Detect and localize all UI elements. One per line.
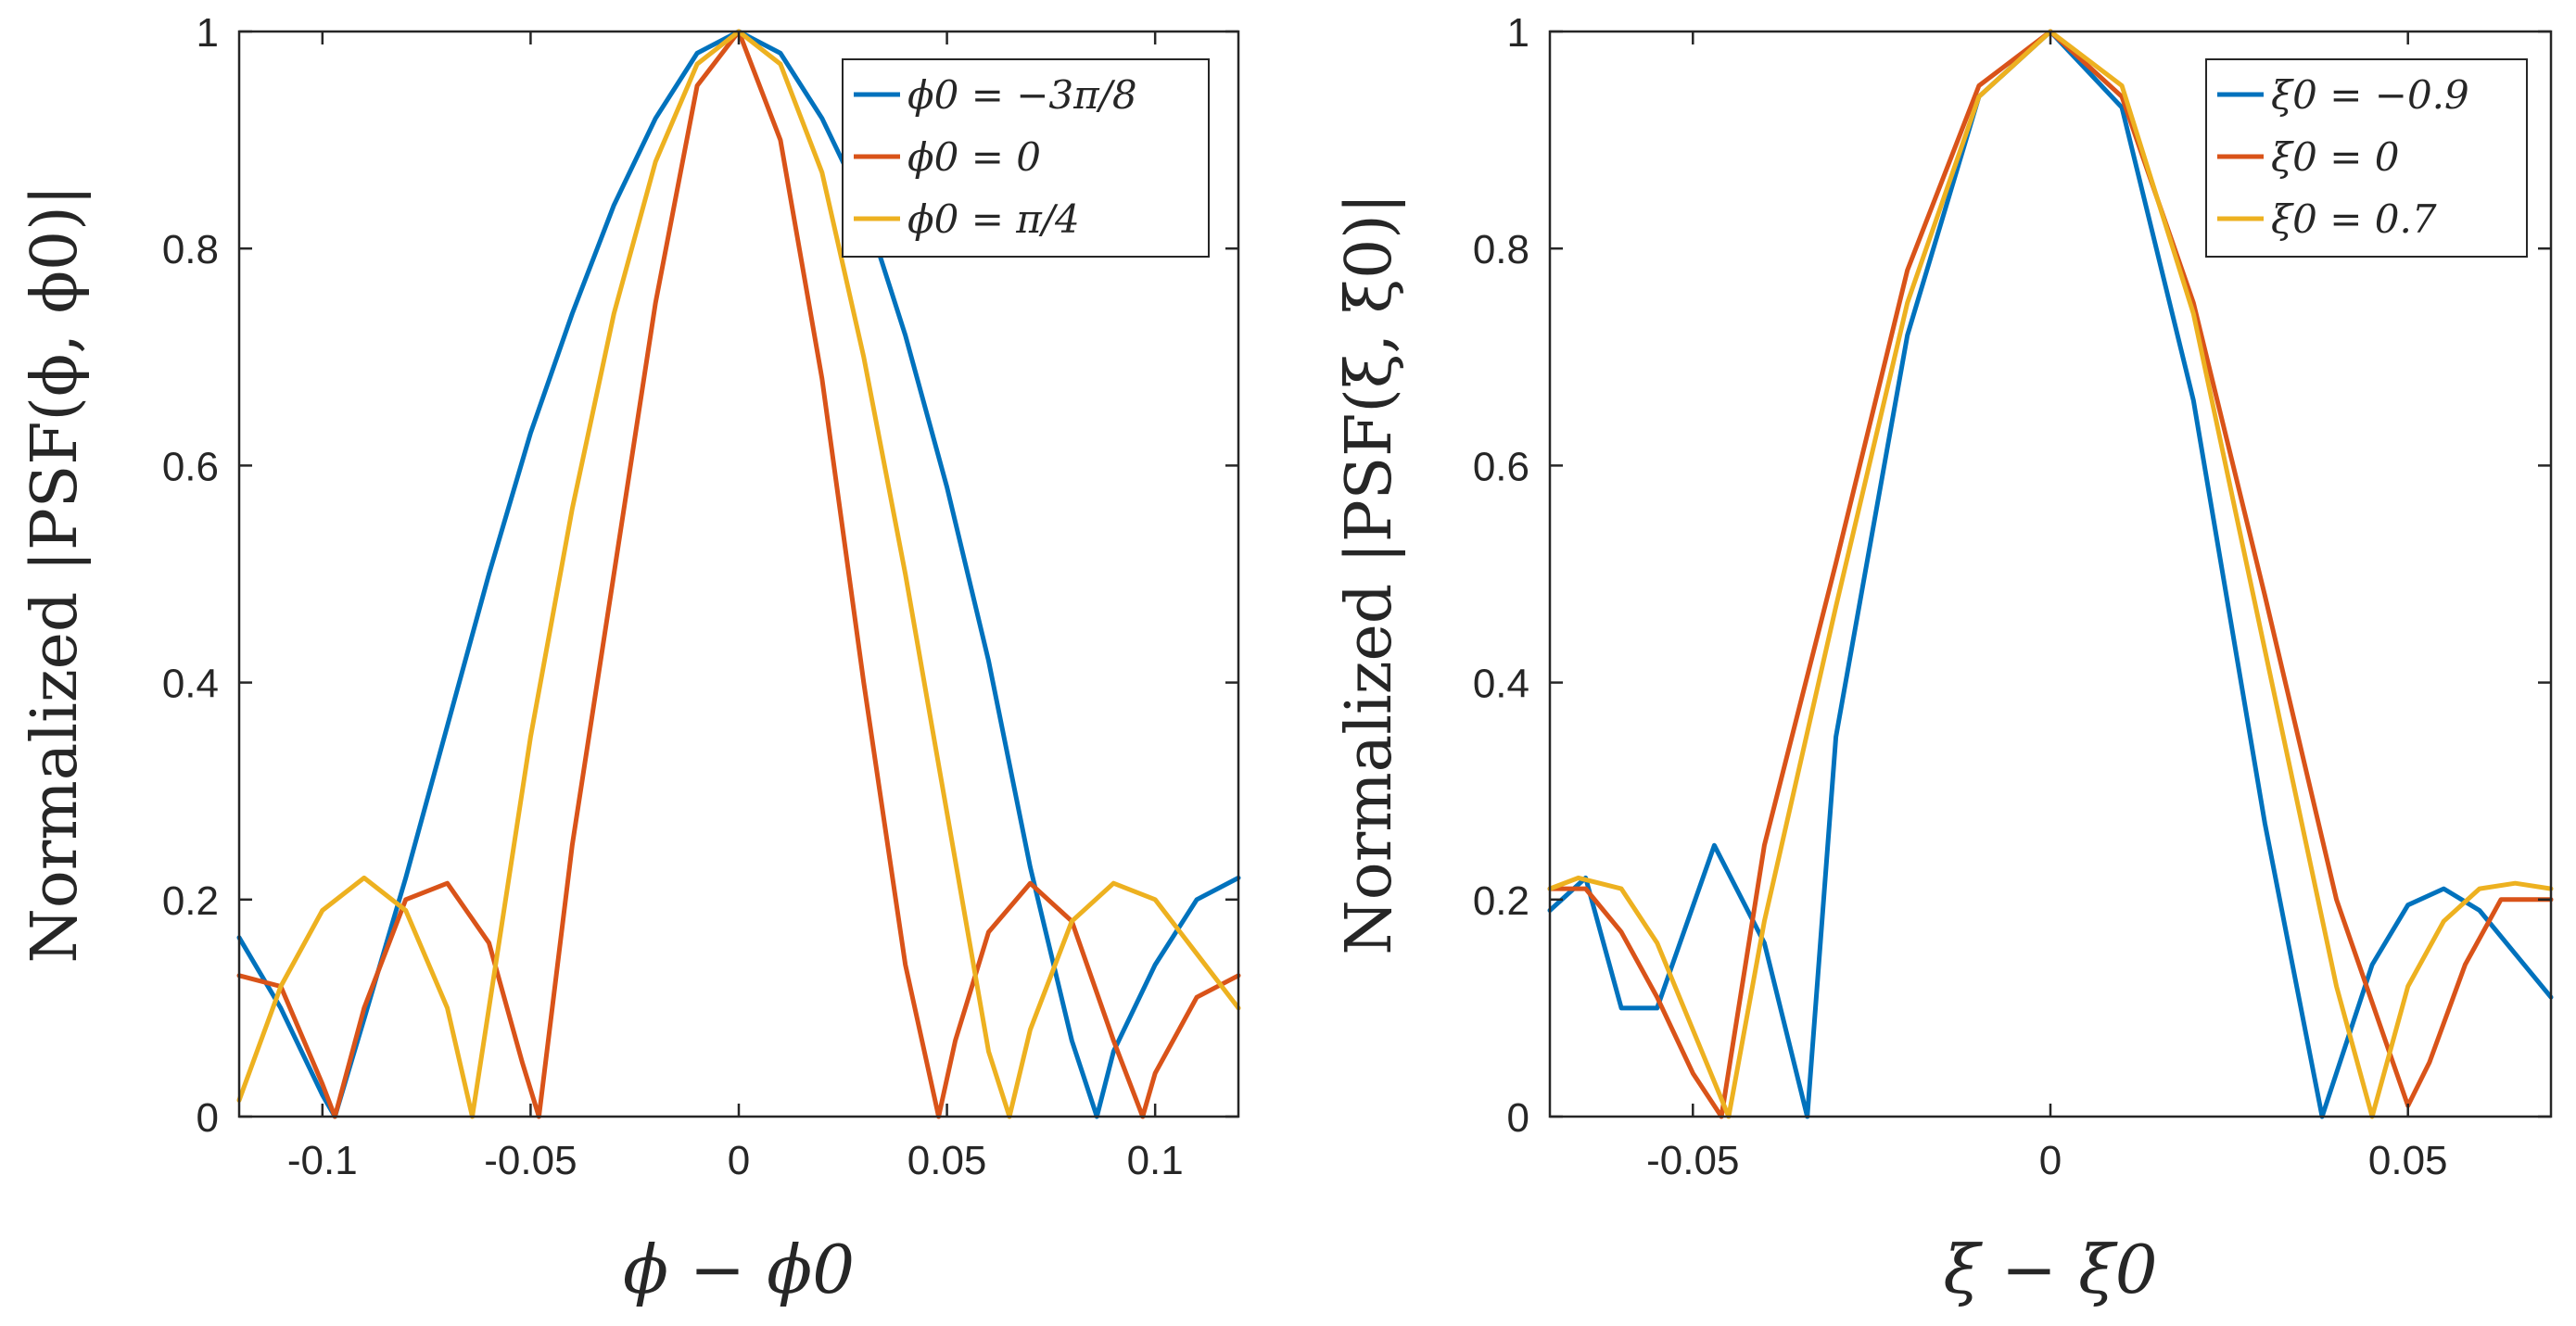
right-plot-y-tick-label: 0.2 bbox=[1473, 878, 1529, 924]
left-plot-y-tick-label: 0.2 bbox=[162, 878, 219, 924]
right-plot-y-tick-label: 0.4 bbox=[1473, 662, 1529, 707]
left-plot-x-tick-label: 0.05 bbox=[907, 1138, 987, 1183]
right-plot-legend-entry: ξ0 = 0 bbox=[2217, 134, 2399, 180]
left-plot-ticks: -0.1 -0.05 0 0.05 0.1 0 0.2 0.4 0.6 0.8 1 bbox=[162, 10, 1238, 1183]
right-plot-legend: ξ0 = −0.9 ξ0 = 0 ξ0 = 0.7 bbox=[2205, 58, 2528, 258]
right-plot-legend-label: ξ0 = 0.7 bbox=[2271, 196, 2437, 242]
left-plot-legend: ϕ0 = −3π/8 ϕ0 = 0 ϕ0 = π/4 bbox=[842, 58, 1210, 258]
left-plot-y-tick-label: 0.4 bbox=[162, 662, 219, 707]
right-plot-x-tick-label: 0.05 bbox=[2368, 1138, 2448, 1183]
left-plot-x-tick-label: 0 bbox=[728, 1138, 750, 1183]
left-plot-legend-box bbox=[842, 58, 1210, 258]
left-plot: -0.1 -0.05 0 0.05 0.1 0 0.2 0.4 0.6 0.8 1 ϕ − ϕ0 N… bbox=[19, 10, 1241, 1308]
right-plot-legend-entry: ξ0 = −0.9 bbox=[2217, 72, 2469, 118]
right-plot-y-tick-label: 0.6 bbox=[1473, 444, 1529, 489]
right-plot-series-1-line bbox=[1547, 29, 2554, 1119]
right-plot-x-tick-label: -0.05 bbox=[1646, 1138, 1739, 1183]
left-plot-y-tick-label: 0.6 bbox=[162, 444, 219, 489]
left-plot-y-tick-label: 0 bbox=[197, 1095, 219, 1141]
right-plot-y-tick-label: 0 bbox=[1507, 1095, 1529, 1141]
right-plot-y-tick-label: 0.8 bbox=[1473, 227, 1529, 272]
left-plot-y-tick-label: 1 bbox=[197, 10, 219, 56]
left-plot-x-tick-label: -0.05 bbox=[484, 1138, 577, 1183]
left-plot-legend-label: ϕ0 = 0 bbox=[907, 134, 1041, 180]
left-plot-legend-label: ϕ0 = π/4 bbox=[907, 196, 1080, 242]
left-plot-x-tick-label: -0.1 bbox=[287, 1138, 358, 1183]
right-plot-y-axis-label: Normalized |PSF(ξ, ξ0)| bbox=[1333, 193, 1406, 954]
right-plot-legend-label: ξ0 = −0.9 bbox=[2271, 72, 2469, 118]
right-plot: -0.05 0 0.05 0 0.2 0.4 0.6 0.8 1 ξ − ξ0 Normaliz… bbox=[1333, 10, 2554, 1308]
right-plot-x-tick-label: 0 bbox=[2039, 1138, 2062, 1183]
left-plot-x-axis-label: ϕ − ϕ0 bbox=[623, 1231, 855, 1308]
right-plot-x-axis-label: ξ − ξ0 bbox=[1943, 1231, 2157, 1308]
left-plot-x-tick-label: 0.1 bbox=[1127, 1138, 1184, 1183]
left-plot-legend-entry: ϕ0 = π/4 bbox=[854, 196, 1080, 242]
left-plot-legend-label: ϕ0 = −3π/8 bbox=[907, 72, 1137, 118]
left-plot-y-tick-label: 0.8 bbox=[162, 227, 219, 272]
right-plot-ticks: -0.05 0 0.05 0 0.2 0.4 0.6 0.8 1 bbox=[1473, 10, 2551, 1183]
right-plot-legend-entry: ξ0 = 0.7 bbox=[2217, 196, 2437, 242]
left-plot-legend-entry: ϕ0 = −3π/8 bbox=[854, 72, 1137, 118]
left-plot-y-axis-label: Normalized |PSF(ϕ, ϕ0)| bbox=[19, 184, 92, 963]
left-plot-legend-entry: ϕ0 = 0 bbox=[854, 134, 1041, 180]
right-plot-legend-label: ξ0 = 0 bbox=[2271, 134, 2399, 180]
right-plot-y-tick-label: 1 bbox=[1507, 10, 1529, 56]
